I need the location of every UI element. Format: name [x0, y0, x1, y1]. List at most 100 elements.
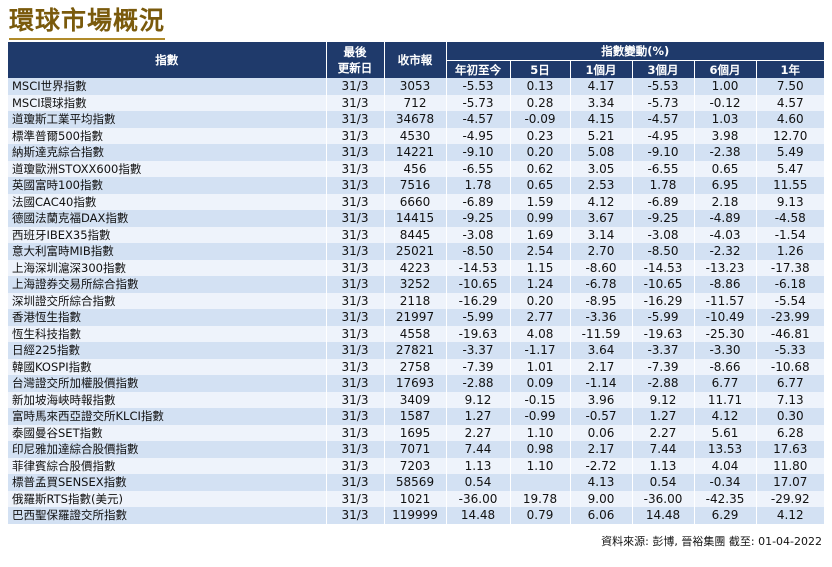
- row-1m: 4.12: [570, 193, 633, 210]
- row-date: 31/3: [326, 210, 385, 227]
- row-name: 新加坡海峽時報指數: [8, 391, 327, 408]
- row-ytd: 14.48: [446, 507, 511, 524]
- row-6m: 6.77: [694, 375, 757, 392]
- row-date: 31/3: [326, 144, 385, 161]
- row-1y: -29.92: [756, 490, 825, 507]
- row-close: 25021: [384, 243, 447, 260]
- row-ytd: -5.73: [446, 94, 511, 111]
- row-name: MSCI世界指數: [8, 78, 327, 95]
- row-6m: 2.18: [694, 193, 757, 210]
- row-6m: -25.30: [694, 325, 757, 342]
- row-1y: 4.57: [756, 94, 825, 111]
- row-1m: -8.60: [570, 259, 633, 276]
- row-1y: 7.50: [756, 78, 825, 95]
- row-6m: -10.49: [694, 309, 757, 326]
- row-1m: 3.05: [570, 160, 633, 177]
- row-3m: -10.65: [632, 276, 695, 293]
- header-last-update: 最後 更新日: [326, 42, 385, 78]
- row-ytd: -4.57: [446, 111, 511, 128]
- row-name: 標準普爾500指數: [8, 127, 327, 144]
- row-3m: 2.27: [632, 424, 695, 441]
- table-row: MSCI世界指數 31/3 3053 -5.53 0.13 4.17 -5.53 1.00 7.…: [8, 78, 825, 95]
- table-row: 意大利富時MIB指數 31/3 25021 -8.50 2.54 2.70 -8.50 -2.…: [8, 243, 825, 260]
- row-3m: -4.57: [632, 111, 695, 128]
- row-5d: 1.59: [510, 193, 571, 210]
- row-6m: 1.00: [694, 78, 757, 95]
- row-ytd: 1.78: [446, 177, 511, 194]
- row-3m: -9.10: [632, 144, 695, 161]
- row-1m: -11.59: [570, 325, 633, 342]
- row-3m: 1.27: [632, 408, 695, 425]
- row-close: 14221: [384, 144, 447, 161]
- row-name: 富時馬來西亞證交所KLCI指數: [8, 408, 327, 425]
- row-name: 法國CAC40指數: [8, 193, 327, 210]
- row-1m: 9.00: [570, 490, 633, 507]
- row-1m: 2.17: [570, 441, 633, 458]
- row-name: 上海深圳滬深300指數: [8, 259, 327, 276]
- row-1m: 5.08: [570, 144, 633, 161]
- row-5d: 19.78: [510, 490, 571, 507]
- row-5d: 0.20: [510, 144, 571, 161]
- row-3m: -9.25: [632, 210, 695, 227]
- row-5d: 1.10: [510, 424, 571, 441]
- row-name: 香港恆生指數: [8, 309, 327, 326]
- row-3m: 7.44: [632, 441, 695, 458]
- row-close: 14415: [384, 210, 447, 227]
- row-close: 2118: [384, 292, 447, 309]
- table-row: 上海深圳滬深300指數 31/3 4223 -14.53 1.15 -8.60 -14.53…: [8, 259, 825, 276]
- header-close: 收市報: [384, 42, 447, 78]
- row-name: 道瓊歐洲STOXX600指數: [8, 160, 327, 177]
- row-date: 31/3: [326, 342, 385, 359]
- row-5d: 4.08: [510, 325, 571, 342]
- market-table: 指數 最後 更新日 收市報 指數變動(%) 年初至今 5日 1個月 3個月 6個…: [8, 42, 825, 524]
- row-1y: 17.63: [756, 441, 825, 458]
- row-6m: -8.86: [694, 276, 757, 293]
- row-3m: 14.48: [632, 507, 695, 524]
- row-1y: 4.60: [756, 111, 825, 128]
- header-period-6m: 6個月: [694, 60, 757, 78]
- row-6m: 4.12: [694, 408, 757, 425]
- row-5d: 2.54: [510, 243, 571, 260]
- row-ytd: -6.89: [446, 193, 511, 210]
- row-close: 6660: [384, 193, 447, 210]
- row-close: 7071: [384, 441, 447, 458]
- row-date: 31/3: [326, 325, 385, 342]
- row-3m: 9.12: [632, 391, 695, 408]
- row-1m: 3.34: [570, 94, 633, 111]
- row-5d: 0.62: [510, 160, 571, 177]
- row-date: 31/3: [326, 309, 385, 326]
- row-1y: 6.77: [756, 375, 825, 392]
- row-6m: -42.35: [694, 490, 757, 507]
- row-1y: -23.99: [756, 309, 825, 326]
- row-1m: -1.14: [570, 375, 633, 392]
- row-5d: [510, 474, 571, 491]
- row-ytd: 0.54: [446, 474, 511, 491]
- table-row: 印尼雅加達綜合股價指數 31/3 7071 7.44 0.98 2.17 7.44 13.53…: [8, 441, 825, 458]
- table-row: 法國CAC40指數 31/3 6660 -6.89 1.59 4.12 -6.89 2.18 9…: [8, 193, 825, 210]
- row-1y: 9.13: [756, 193, 825, 210]
- row-close: 712: [384, 94, 447, 111]
- row-date: 31/3: [326, 276, 385, 293]
- table-row: 泰國曼谷SET指數 31/3 1695 2.27 1.10 0.06 2.27 5.61 6.2…: [8, 424, 825, 441]
- row-1m: 2.53: [570, 177, 633, 194]
- row-date: 31/3: [326, 457, 385, 474]
- page-title: 環球市場概況: [9, 4, 166, 40]
- row-5d: 0.98: [510, 441, 571, 458]
- row-3m: -3.37: [632, 342, 695, 359]
- row-5d: 0.09: [510, 375, 571, 392]
- row-date: 31/3: [326, 507, 385, 524]
- header-period-3m: 3個月: [632, 60, 695, 78]
- row-date: 31/3: [326, 193, 385, 210]
- row-5d: 1.24: [510, 276, 571, 293]
- row-date: 31/3: [326, 391, 385, 408]
- row-6m: -0.12: [694, 94, 757, 111]
- row-1m: 4.17: [570, 78, 633, 95]
- row-3m: -5.73: [632, 94, 695, 111]
- row-6m: 11.71: [694, 391, 757, 408]
- table-row: 俄羅斯RTS指數(美元) 31/3 1021 -36.00 19.78 9.00 -36.0…: [8, 490, 825, 507]
- row-6m: 0.65: [694, 160, 757, 177]
- row-ytd: 1.13: [446, 457, 511, 474]
- row-name: 巴西聖保羅證交所指數: [8, 507, 327, 524]
- table-row: 新加坡海峽時報指數 31/3 3409 9.12 -0.15 3.96 9.12 11.71 7…: [8, 391, 825, 408]
- row-6m: 13.53: [694, 441, 757, 458]
